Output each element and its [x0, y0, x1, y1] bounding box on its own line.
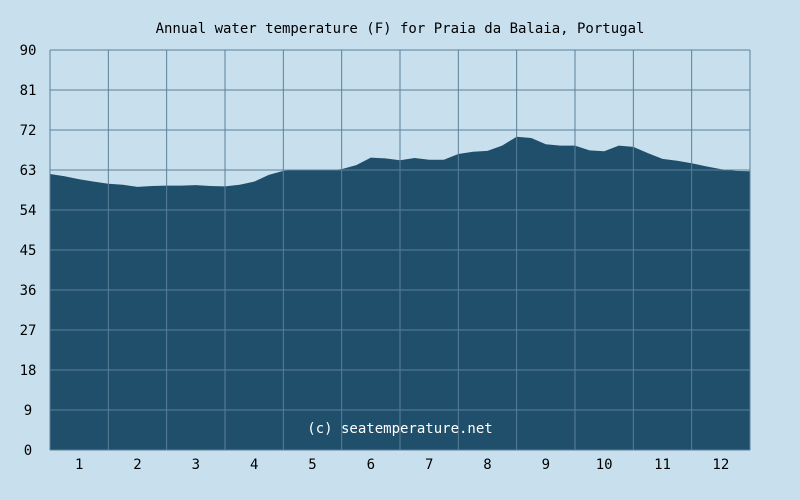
x-tick-label: 2: [133, 457, 141, 473]
y-tick-label: 72: [20, 123, 37, 139]
y-tick-label: 27: [20, 323, 37, 339]
x-tick-label: 3: [192, 457, 200, 473]
y-tick-label: 36: [20, 283, 37, 299]
y-tick-label: 90: [20, 43, 37, 59]
y-tick-label: 45: [20, 243, 37, 259]
grid-lines: [49, 49, 751, 451]
x-tick-label: 4: [250, 457, 258, 473]
y-axis-ticks: 0 9 18 27 36 45 54 63 72 81 90: [20, 43, 37, 459]
y-tick-label: 9: [24, 403, 32, 419]
x-axis-ticks: 1 2 3 4 5 6 7 8 9 10 11 12: [75, 457, 729, 473]
y-tick-label: 54: [20, 203, 37, 219]
watermark: (c) seatemperature.net: [307, 421, 492, 437]
y-tick-label: 81: [20, 83, 37, 99]
y-tick-label: 63: [20, 163, 37, 179]
chart-title: Annual water temperature (F) for Praia d…: [156, 21, 645, 37]
x-tick-label: 7: [425, 457, 433, 473]
x-tick-label: 5: [308, 457, 316, 473]
x-tick-label: 9: [542, 457, 550, 473]
y-tick-label: 18: [20, 363, 37, 379]
x-tick-label: 6: [367, 457, 375, 473]
x-tick-label: 11: [654, 457, 671, 473]
x-tick-label: 12: [712, 457, 729, 473]
x-tick-label: 1: [75, 457, 83, 473]
y-tick-label: 0: [24, 443, 32, 459]
x-tick-label: 8: [483, 457, 491, 473]
x-tick-label: 10: [596, 457, 613, 473]
